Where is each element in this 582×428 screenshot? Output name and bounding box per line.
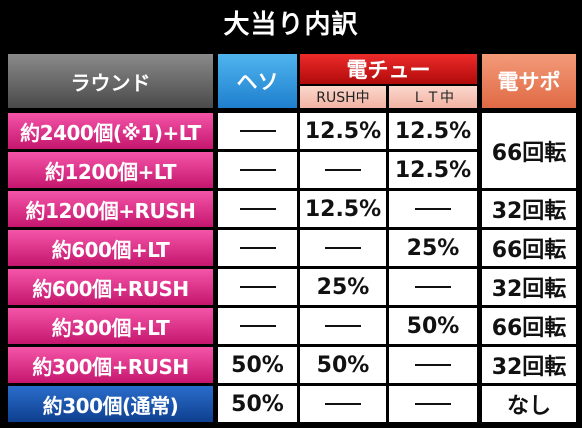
cell-value: 66回転 xyxy=(491,140,567,166)
dash-mark xyxy=(239,169,276,171)
rush-chu-cell xyxy=(300,308,386,344)
cell-value: なし xyxy=(506,394,551,419)
lt-chu-cell: 12.5% xyxy=(389,152,477,188)
densapo-cell: 66回転 xyxy=(482,308,576,344)
cell-value: 50% xyxy=(406,313,460,339)
heso-cell xyxy=(218,191,297,227)
rush-chu-cell: 50% xyxy=(300,347,386,383)
heso-cell xyxy=(218,230,297,266)
rush-chu-cell xyxy=(300,230,386,266)
dash-mark xyxy=(239,208,276,210)
row-label: 約300個+RUSH xyxy=(8,347,213,383)
cell-value: 50% xyxy=(231,352,284,378)
cell-value: 66回転 xyxy=(491,316,567,341)
cell-value: 12.5% xyxy=(394,157,472,183)
row-label: 約600個+LT xyxy=(8,230,213,266)
heso-cell xyxy=(218,152,297,188)
row-label: 約600個+RUSH xyxy=(8,269,213,305)
panel-title: 大当り内訳 xyxy=(223,9,359,40)
header-lt-chu: ＬＴ中 xyxy=(389,86,477,108)
dash-mark xyxy=(239,247,276,249)
lt-chu-cell xyxy=(389,347,477,383)
header-round: ラウンド xyxy=(8,54,213,108)
cell-value: 32回転 xyxy=(491,199,567,224)
cell-value: 12.5% xyxy=(304,118,382,144)
lt-chu-cell: 50% xyxy=(389,308,477,344)
rush-chu-cell: 25% xyxy=(300,269,386,305)
row-label: 約1200個+LT xyxy=(8,152,213,188)
cell-value: 66回転 xyxy=(491,238,567,263)
dash-mark xyxy=(325,403,361,405)
cell-value: 25% xyxy=(406,235,460,261)
densapo-cell: 32回転 xyxy=(482,347,576,383)
row-label: 約300個+LT xyxy=(8,308,213,344)
dash-mark xyxy=(415,364,451,366)
dash-mark xyxy=(325,247,361,249)
dash-mark xyxy=(239,286,276,288)
header-denchu: 電チュー xyxy=(300,54,477,84)
densapo-cell: 32回転 xyxy=(482,191,576,227)
dash-mark xyxy=(239,130,276,132)
cell-value: 12.5% xyxy=(394,118,472,144)
dash-mark xyxy=(415,208,451,210)
heso-cell xyxy=(218,308,297,344)
cell-value: 50% xyxy=(231,391,284,417)
heso-cell: 50% xyxy=(218,386,297,422)
cell-value: 32回転 xyxy=(491,277,567,302)
lt-chu-cell: 25% xyxy=(389,230,477,266)
header-heso: ヘソ xyxy=(218,54,297,108)
densapo-cell: 32回転 xyxy=(482,269,576,305)
lt-chu-cell xyxy=(389,191,477,227)
rush-chu-cell xyxy=(300,386,386,422)
rush-chu-cell: 12.5% xyxy=(300,191,386,227)
header-rush-chu: RUSH中 xyxy=(300,86,386,108)
dash-mark xyxy=(325,169,361,171)
densapo-cell: 66回転 xyxy=(482,113,576,188)
cell-value: 50% xyxy=(316,352,370,378)
heso-cell xyxy=(218,113,297,149)
heso-cell xyxy=(218,269,297,305)
dash-mark xyxy=(415,286,451,288)
cell-value: 25% xyxy=(316,274,370,300)
lt-chu-cell xyxy=(389,269,477,305)
lt-chu-cell xyxy=(389,386,477,422)
dash-mark xyxy=(325,325,361,327)
heso-cell: 50% xyxy=(218,347,297,383)
row-label: 約1200個+RUSH xyxy=(8,191,213,227)
cell-value: 32回転 xyxy=(491,355,567,380)
rush-chu-cell xyxy=(300,152,386,188)
row-label: 約2400個(※1)+LT xyxy=(8,113,213,149)
rush-chu-cell: 12.5% xyxy=(300,113,386,149)
densapo-cell: なし xyxy=(482,386,576,422)
dash-mark xyxy=(239,325,276,327)
dash-mark xyxy=(415,403,451,405)
header-densapo: 電サポ xyxy=(482,54,576,108)
row-label: 約300個(通常) xyxy=(8,386,213,422)
lt-chu-cell: 12.5% xyxy=(389,113,477,149)
densapo-cell: 66回転 xyxy=(482,230,576,266)
cell-value: 12.5% xyxy=(304,196,382,222)
